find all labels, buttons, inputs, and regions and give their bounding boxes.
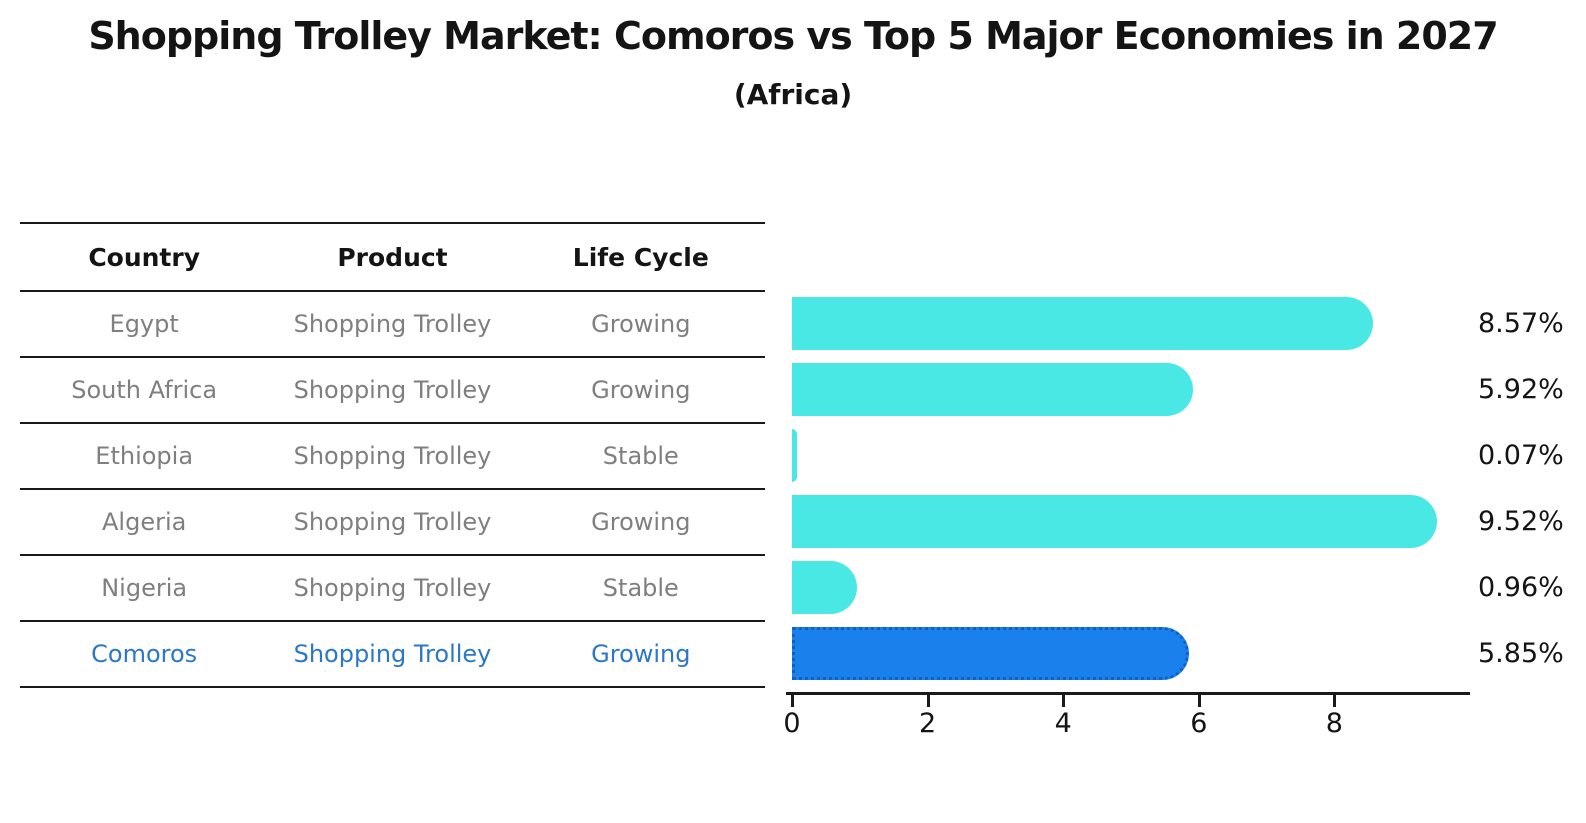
table-row-south-africa: South Africa Shopping Trolley Growing — [20, 358, 765, 424]
table-cell-country: South Africa — [71, 376, 218, 404]
table-cell-product: Shopping Trolley — [293, 574, 492, 602]
table-cell-country: Algeria — [102, 508, 187, 536]
table-cell-country: Egypt — [109, 310, 179, 338]
x-axis-tick — [926, 695, 930, 707]
table-cell-life-cycle: Growing — [591, 640, 691, 668]
table-row-algeria: Algeria Shopping Trolley Growing — [20, 490, 765, 556]
page-title: Shopping Trolley Market: Comoros vs Top … — [88, 14, 1498, 58]
table-row-ethiopia: Ethiopia Shopping Trolley Stable — [20, 424, 765, 490]
table-row-nigeria: Nigeria Shopping Trolley Stable — [20, 556, 765, 622]
table-header-country: Country — [88, 242, 201, 272]
bar-ethiopia — [792, 429, 797, 482]
x-axis-tick — [1333, 695, 1337, 707]
table-cell-life-cycle: Growing — [591, 310, 691, 338]
x-axis-tick-label: 4 — [1054, 708, 1072, 739]
table-cell-country: Nigeria — [101, 574, 188, 602]
bar-nigeria — [792, 561, 858, 614]
x-axis-tick-label: 0 — [783, 708, 801, 739]
comparison-table: Country Product Life Cycle Egypt Shopping… — [20, 222, 765, 688]
table-cell-country: Ethiopia — [95, 442, 194, 470]
x-axis-tick-label: 2 — [919, 708, 937, 739]
value-label-ethiopia: 0.07% — [1478, 440, 1564, 471]
table-header-product: Product — [337, 242, 448, 272]
x-axis-tick — [791, 695, 794, 707]
table-cell-product: Shopping Trolley — [293, 508, 492, 536]
table-cell-product: Shopping Trolley — [293, 376, 492, 404]
table-cell-product: Shopping Trolley — [293, 310, 492, 338]
bar-algeria — [792, 495, 1438, 548]
table-row-egypt: Egypt Shopping Trolley Growing — [20, 292, 765, 358]
table-cell-life-cycle: Stable — [602, 442, 679, 470]
x-axis-tick — [1062, 695, 1066, 707]
value-label-nigeria: 0.96% — [1478, 572, 1564, 603]
value-label-algeria: 9.52% — [1478, 506, 1564, 537]
value-label-egypt: 8.57% — [1478, 308, 1564, 339]
x-axis-tick-label: 8 — [1325, 708, 1343, 739]
x-axis-tick — [1197, 695, 1201, 707]
table-header-life-cycle: Life Cycle — [572, 242, 709, 272]
x-axis-tick-label: 6 — [1190, 708, 1208, 739]
bar-comoros — [792, 627, 1189, 680]
table-row-comoros: Comoros Shopping Trolley Growing — [20, 622, 765, 688]
table-cell-product: Shopping Trolley — [293, 640, 492, 668]
bar-egypt — [792, 297, 1374, 350]
table-cell-life-cycle: Growing — [591, 508, 691, 536]
bar-south-africa — [792, 363, 1194, 416]
table-cell-life-cycle: Stable — [602, 574, 679, 602]
page-subtitle: (Africa) — [733, 78, 853, 111]
value-label-comoros: 5.85% — [1478, 638, 1564, 669]
table-cell-life-cycle: Growing — [591, 376, 691, 404]
table-cell-country: Comoros — [91, 640, 198, 668]
table-header-row: Country Product Life Cycle — [20, 224, 765, 292]
table-body: Egypt Shopping Trolley Growing South Africa… — [20, 292, 765, 688]
value-label-south-africa: 5.92% — [1478, 374, 1564, 405]
x-axis-line — [786, 692, 1470, 695]
table-cell-product: Shopping Trolley — [293, 442, 492, 470]
